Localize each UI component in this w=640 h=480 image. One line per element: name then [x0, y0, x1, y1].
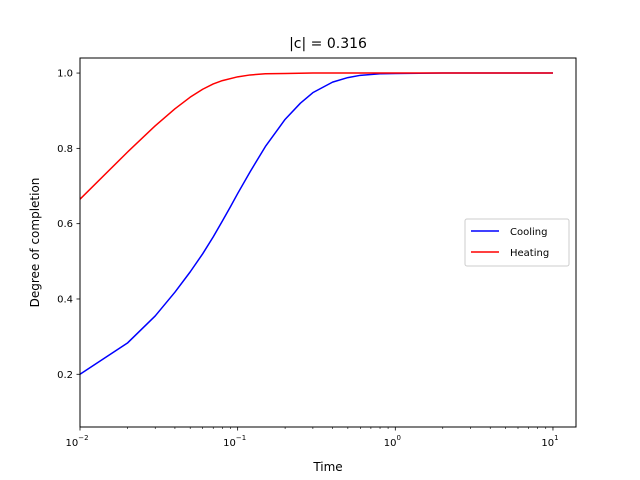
y-tick-label: 0.6 [57, 219, 73, 230]
y-tick-label: 1.0 [57, 69, 73, 80]
chart-title: |c| = 0.316 [289, 36, 367, 52]
x-tick-label: 10−1 [223, 434, 246, 449]
y-axis-label: Degree of completion [28, 178, 42, 308]
x-axis-label: Time [312, 460, 342, 474]
legend-label-cooling: Cooling [510, 227, 547, 238]
legend-label-heating: Heating [510, 248, 549, 259]
x-tick-label: 100 [384, 434, 401, 449]
plot-lines [79, 72, 553, 375]
y-tick-label: 0.8 [57, 144, 73, 155]
series-line-heating [79, 72, 553, 200]
legend: Cooling Heating [464, 218, 570, 267]
x-tick-label: 101 [541, 434, 558, 449]
x-tick-label: 10−2 [65, 434, 88, 449]
y-tick-label: 0.2 [57, 370, 73, 381]
plot-frame [79, 57, 577, 428]
y-tick-label: 0.4 [57, 294, 73, 305]
